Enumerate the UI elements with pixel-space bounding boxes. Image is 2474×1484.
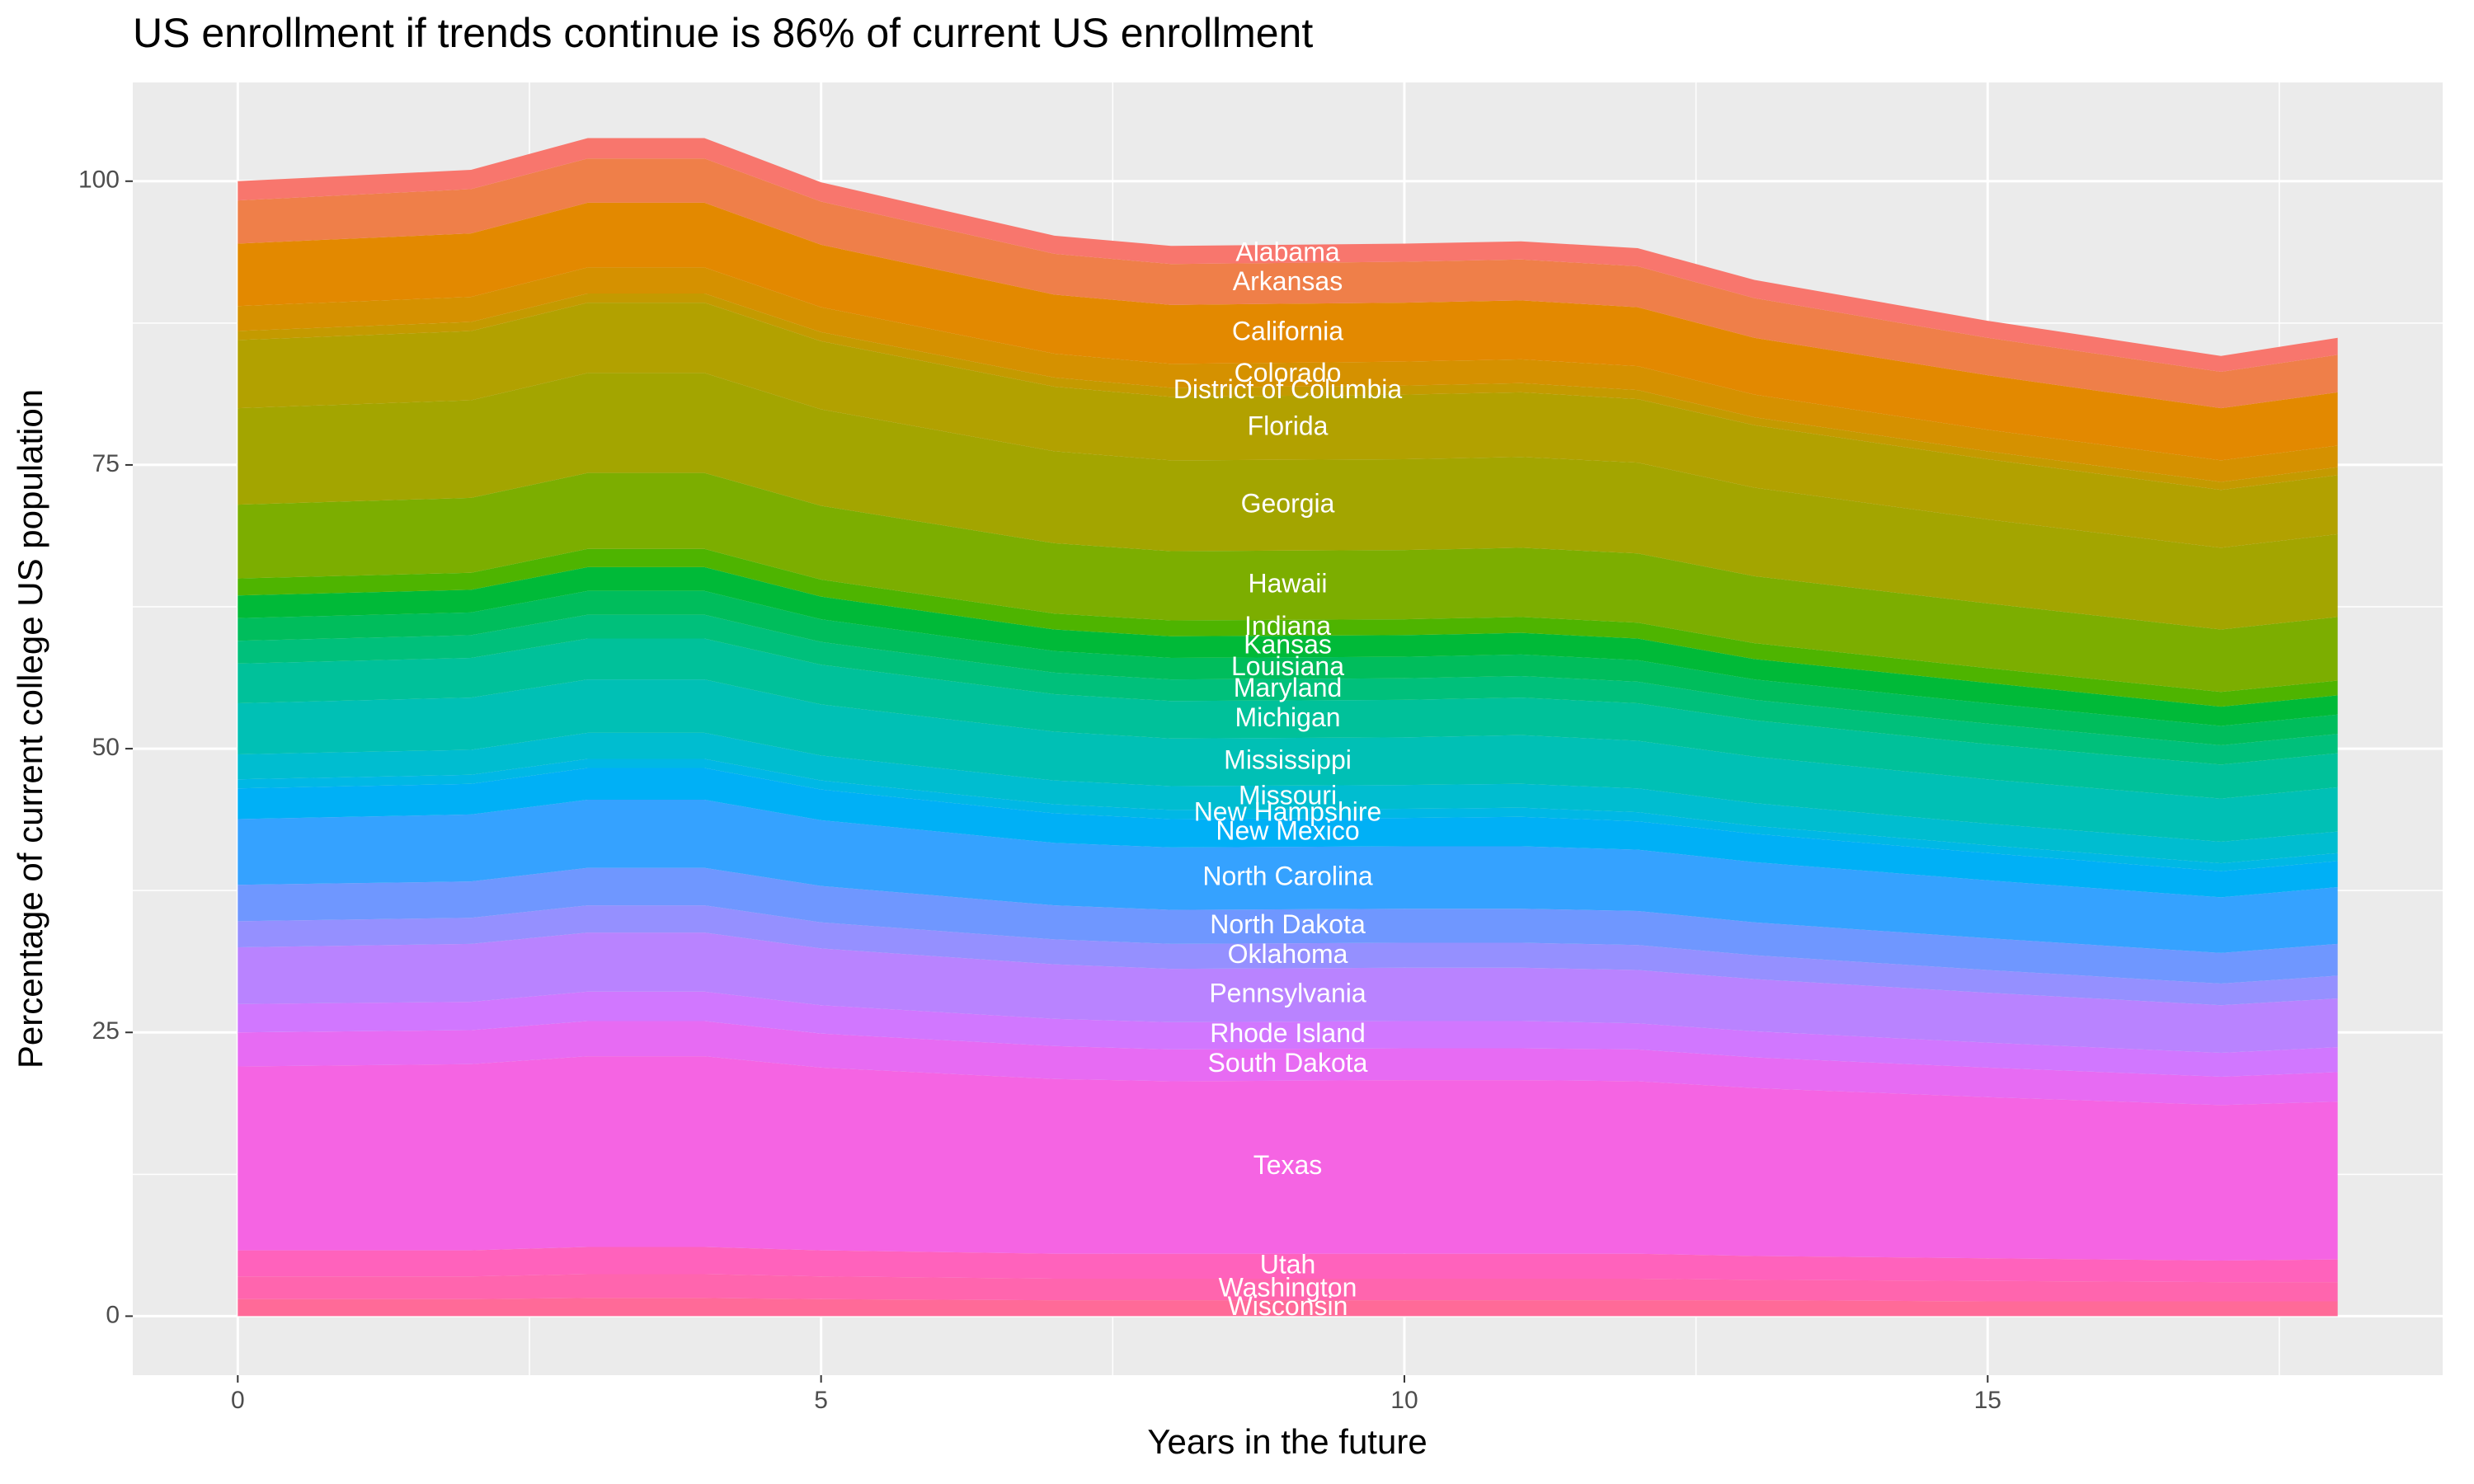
series-label: Hawaii	[1248, 568, 1327, 598]
series-label: Texas	[1253, 1150, 1323, 1180]
x-tick-label: 0	[231, 1387, 245, 1414]
area	[238, 1021, 2338, 1106]
area	[238, 1274, 2338, 1302]
x-tick-label: 10	[1390, 1387, 1418, 1414]
area	[238, 158, 2338, 409]
series-label: California	[1232, 317, 1343, 346]
area	[238, 472, 2338, 693]
area	[238, 800, 2338, 953]
area	[238, 991, 2338, 1077]
y-tick-label: 100	[78, 167, 120, 194]
y-tick-label: 50	[92, 734, 120, 761]
area	[238, 932, 2338, 1054]
chart-title: US enrollment if trends continue is 86% …	[133, 10, 1313, 56]
series-label: Michigan	[1235, 702, 1340, 732]
series-label: South Dakota	[1208, 1048, 1368, 1078]
series-label: North Carolina	[1202, 861, 1373, 890]
area	[238, 303, 2338, 548]
series-label: District of Columbia	[1174, 374, 1403, 404]
series-label: Rhode Island	[1210, 1018, 1366, 1048]
area	[238, 679, 2338, 842]
series-label: Georgia	[1241, 488, 1335, 518]
area	[238, 758, 2338, 871]
series-label: New Mexico	[1216, 815, 1359, 845]
area	[238, 202, 2338, 461]
area	[238, 905, 2338, 1006]
area	[238, 1247, 2338, 1283]
series-label: Maryland	[1234, 673, 1343, 702]
series-label: Missouri	[1239, 781, 1337, 810]
y-tick-label: 75	[92, 450, 120, 477]
series-label: Colorado	[1235, 358, 1342, 387]
area	[238, 294, 2338, 491]
x-axis-label: Years in the future	[1147, 1422, 1427, 1461]
area	[238, 548, 2338, 707]
area	[238, 638, 2338, 799]
area	[238, 566, 2338, 726]
x-tick-label: 5	[814, 1387, 828, 1414]
series-label: Washington	[1219, 1273, 1357, 1303]
y-tick-label: 0	[106, 1301, 120, 1328]
series-label: Pennsylvania	[1209, 978, 1366, 1007]
area	[238, 614, 2338, 765]
series-label: Florida	[1248, 411, 1329, 440]
series-label: Mississippi	[1224, 744, 1352, 774]
series-label: Utah	[1260, 1249, 1316, 1279]
series-label: Indiana	[1244, 611, 1331, 641]
series-label: Kansas	[1244, 630, 1332, 660]
area	[238, 138, 2338, 373]
series-label: North Dakota	[1210, 909, 1366, 939]
y-axis-label: Percentage of current college US populat…	[11, 389, 49, 1068]
area	[238, 267, 2338, 482]
series-label: Wisconsin	[1228, 1291, 1348, 1321]
area	[238, 867, 2338, 984]
area	[238, 590, 2338, 745]
area	[238, 768, 2338, 898]
area	[238, 1298, 2338, 1317]
x-tick-label: 15	[1974, 1387, 2001, 1414]
series-label: New Hampshire	[1194, 797, 1382, 827]
y-tick-label: 25	[92, 1017, 120, 1045]
area	[238, 732, 2338, 864]
area	[238, 1056, 2338, 1261]
series-label: Arkansas	[1233, 266, 1343, 296]
series-label: Louisiana	[1231, 651, 1344, 681]
series-label: Alabama	[1235, 237, 1340, 266]
area	[238, 373, 2338, 630]
series-label: Oklahoma	[1228, 939, 1348, 969]
